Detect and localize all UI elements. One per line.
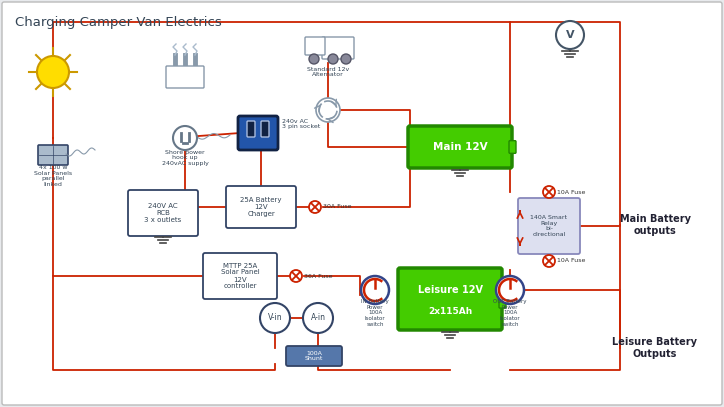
FancyBboxPatch shape — [518, 198, 580, 254]
Text: 10A Fuse: 10A Fuse — [557, 258, 586, 263]
Text: 30A Fuse: 30A Fuse — [323, 204, 351, 210]
Circle shape — [173, 126, 197, 150]
Circle shape — [309, 54, 319, 64]
Circle shape — [496, 276, 524, 304]
FancyBboxPatch shape — [509, 141, 516, 153]
Circle shape — [316, 98, 340, 122]
Text: MTTP 25A
Solar Panel
12V
controller: MTTP 25A Solar Panel 12V controller — [221, 263, 259, 289]
Text: 240v AC
3 pin socket: 240v AC 3 pin socket — [282, 118, 320, 129]
FancyBboxPatch shape — [398, 268, 502, 330]
Circle shape — [543, 255, 555, 267]
Text: 36A Fuse: 36A Fuse — [304, 274, 332, 278]
Text: V: V — [565, 30, 574, 40]
Circle shape — [309, 201, 321, 213]
Circle shape — [361, 276, 389, 304]
FancyBboxPatch shape — [38, 145, 68, 165]
Text: OUT Battery
Power
100A
Isolator
switch: OUT Battery Power 100A Isolator switch — [493, 299, 527, 327]
FancyBboxPatch shape — [238, 116, 278, 150]
Text: 2x115Ah: 2x115Ah — [428, 307, 472, 316]
Circle shape — [37, 56, 69, 88]
FancyBboxPatch shape — [499, 290, 506, 308]
Text: 240V AC
RCB
3 x outlets: 240V AC RCB 3 x outlets — [144, 203, 182, 223]
Text: IN Battery
Power
100A
Isolator
switch: IN Battery Power 100A Isolator switch — [361, 299, 389, 327]
FancyBboxPatch shape — [261, 121, 269, 137]
Text: 100A
Shunt: 100A Shunt — [305, 350, 323, 361]
Circle shape — [341, 54, 351, 64]
Circle shape — [260, 303, 290, 333]
Text: 10A Fuse: 10A Fuse — [557, 190, 586, 195]
Text: A-in: A-in — [311, 313, 326, 322]
FancyBboxPatch shape — [286, 346, 342, 366]
Circle shape — [556, 21, 584, 49]
FancyBboxPatch shape — [322, 37, 354, 59]
FancyBboxPatch shape — [128, 190, 198, 236]
Text: 25A Battery
12V
Charger: 25A Battery 12V Charger — [240, 197, 282, 217]
Circle shape — [328, 54, 338, 64]
Text: Leisure 12V: Leisure 12V — [418, 285, 482, 295]
FancyBboxPatch shape — [408, 126, 512, 168]
Text: Shore power
hook up
240vAC supply: Shore power hook up 240vAC supply — [161, 150, 209, 166]
Circle shape — [303, 303, 333, 333]
Text: Charging Camper Van Electrics: Charging Camper Van Electrics — [15, 16, 222, 29]
Circle shape — [290, 270, 302, 282]
Text: Standard 12v
Alternator: Standard 12v Alternator — [307, 67, 349, 77]
FancyBboxPatch shape — [305, 37, 325, 55]
Text: Main 12V: Main 12V — [433, 142, 487, 152]
FancyBboxPatch shape — [247, 121, 255, 137]
FancyBboxPatch shape — [226, 186, 296, 228]
FancyBboxPatch shape — [166, 66, 204, 88]
Text: 140A Smart
Relay
bi-
directional: 140A Smart Relay bi- directional — [531, 215, 568, 237]
Text: V-in: V-in — [268, 313, 282, 322]
Text: Main Battery
outputs: Main Battery outputs — [620, 214, 691, 236]
Text: Leisure Battery
Outputs: Leisure Battery Outputs — [613, 337, 697, 359]
Text: 4x 100 w
Solar Panels
parallel
linked: 4x 100 w Solar Panels parallel linked — [34, 165, 72, 187]
Circle shape — [543, 186, 555, 198]
FancyBboxPatch shape — [203, 253, 277, 299]
